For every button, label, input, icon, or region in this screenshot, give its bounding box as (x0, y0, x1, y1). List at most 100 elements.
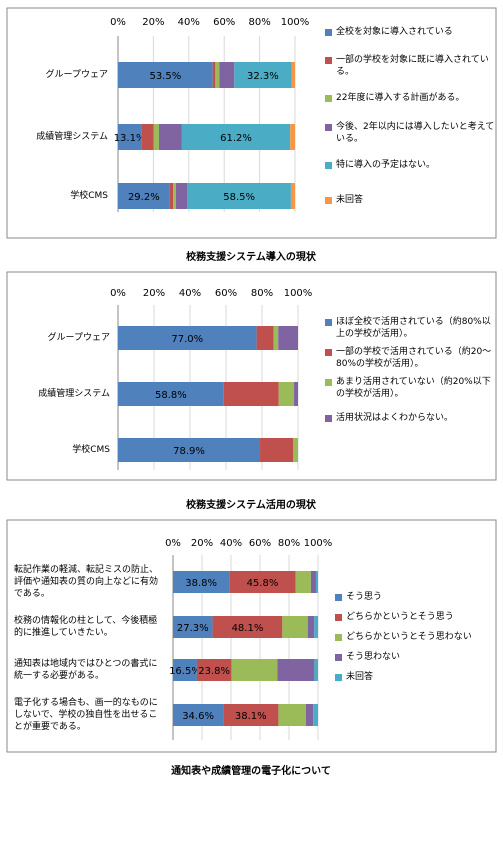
legend-label: あまり活用されていない（約20%以下の学校が活用）。 (336, 377, 491, 399)
legend-label-box: 未回答 (336, 195, 364, 205)
bar-segment (290, 124, 295, 150)
legend-swatch (325, 29, 332, 36)
legend-label-box: どちらかというとそう思わない (346, 632, 472, 642)
bar-segment (215, 62, 220, 88)
chart-title: 校務支援システム活用の現状 (186, 498, 317, 511)
data-label: 32.3% (247, 71, 279, 82)
legend-swatch (325, 95, 332, 102)
legend-swatch (335, 614, 342, 621)
x-tick-label: 0% (110, 17, 126, 28)
data-label: 48.1% (232, 623, 264, 634)
chart-title: 校務支援システム導入の現状 (186, 250, 317, 263)
bar-segment (291, 62, 295, 88)
bar-segment (231, 659, 278, 681)
data-label: 58.8% (155, 390, 187, 401)
legend-swatch (335, 594, 342, 601)
category-label: 成績管理システム (38, 389, 110, 399)
legend-label-box: 22年度に導入する計画がある。 (336, 93, 464, 103)
data-label: 23.8% (198, 666, 230, 677)
legend-label-box: 活用状況はよくわからない。 (336, 413, 454, 423)
data-label: 27.3% (177, 623, 209, 634)
category-label: 学校CMS (72, 445, 110, 455)
x-tick-label: 20% (142, 17, 164, 28)
category-label: 通知表は地域内ではひとつの書式に統一する必要がある。 (14, 659, 158, 681)
category-label-box: グループウェア (45, 70, 108, 80)
bar-segment (219, 62, 235, 88)
legend-label: 特に導入の予定はない。 (336, 160, 436, 170)
legend-swatch (325, 349, 332, 356)
legend-label: 未回答 (336, 195, 364, 205)
bar-segment (278, 382, 295, 406)
legend-swatch (325, 197, 332, 204)
bar-segment (313, 704, 318, 726)
legend-label-box: ほぼ全校で活用されている（約80%以上の学校が活用）。 (336, 317, 491, 339)
bar-segment (294, 382, 298, 406)
category-label: グループウェア (47, 333, 110, 343)
legend-label-box: 全校を対象に導入されている (336, 27, 453, 37)
data-label: 38.8% (185, 578, 217, 589)
category-label-box: グループウェア (47, 333, 110, 343)
bar-segment (158, 124, 182, 150)
chart-title: 通知表や成績管理の電子化について (171, 764, 331, 777)
bar-segment (314, 659, 318, 681)
bar-segment (173, 571, 230, 593)
bar-segment (118, 62, 213, 88)
data-label: 78.9% (173, 446, 205, 457)
legend-swatch (335, 674, 342, 681)
data-label: 77.0% (171, 334, 203, 345)
legend-label: 一部の学校で活用されている（約20～80%の学校が活用）。 (336, 347, 492, 369)
bar-segment (118, 438, 261, 462)
x-tick-label: 20% (143, 288, 165, 299)
category-label: グループウェア (45, 70, 108, 80)
category-label-box: 成績管理システム (36, 132, 108, 142)
category-label-box: 成績管理システム (38, 389, 110, 399)
data-label: 58.5% (223, 192, 255, 203)
x-tick-label: 100% (304, 538, 333, 549)
legend-label: どちらかというとそう思わない (346, 632, 472, 642)
legend-swatch (325, 379, 332, 386)
bar-segment (118, 183, 170, 209)
x-tick-label: 40% (178, 17, 200, 28)
x-tick-label: 20% (191, 538, 213, 549)
bar-segment (196, 659, 232, 681)
legend-label: ほぼ全校で活用されている（約80%以上の学校が活用）。 (336, 317, 491, 339)
bar-segment (273, 326, 279, 350)
bar-segment (173, 183, 176, 209)
bar-segment (141, 124, 154, 150)
category-label-box: 学校CMS (72, 445, 110, 455)
bar-segment (175, 183, 188, 209)
legend-label-box: 未回答 (346, 672, 373, 682)
category-label: 転記作業の軽減、転記ミスの防止、評価や通知表の質の向上などに有効である。 (14, 565, 159, 599)
x-tick-label: 80% (248, 17, 270, 28)
bar-segment (295, 571, 311, 593)
x-tick-label: 60% (213, 17, 235, 28)
bar-segment (212, 62, 216, 88)
bar-segment (260, 438, 294, 462)
bar-segment (314, 616, 318, 638)
legend-label-box: どちらかというとそう思う (346, 612, 454, 622)
data-label: 34.6% (182, 711, 214, 722)
legend-swatch (325, 319, 332, 326)
legend-label: 今後、2年以内には導入したいと考えている。 (336, 122, 495, 144)
legend-label-box: 特に導入の予定はない。 (336, 160, 436, 170)
x-tick-label: 60% (249, 538, 271, 549)
bar-segment (173, 659, 197, 681)
legend-label: そう思わない (346, 652, 401, 662)
legend-label: 活用状況はよくわからない。 (336, 413, 454, 423)
x-tick-label: 0% (165, 538, 181, 549)
x-tick-label: 100% (284, 288, 313, 299)
x-tick-label: 80% (251, 288, 273, 299)
data-label: 45.8% (247, 578, 279, 589)
bar-segment (293, 438, 298, 462)
bar-segment (234, 62, 292, 88)
legend-label-box: あまり活用されていない（約20%以下の学校が活用）。 (336, 377, 491, 399)
data-label: 53.5% (149, 71, 181, 82)
category-label-box: 電子化する場合も、画一的なものにしないで、学校の独自性を出せることが重要である。 (14, 698, 158, 732)
bar-segment (229, 571, 296, 593)
data-label: 29.2% (128, 192, 160, 203)
category-label: 校務の情報化の柱として、今後積極的に推進していきたい。 (14, 616, 158, 638)
bar-segment (187, 183, 291, 209)
legend-label: 全校を対象に導入されている (336, 27, 453, 37)
legend-swatch (335, 654, 342, 661)
